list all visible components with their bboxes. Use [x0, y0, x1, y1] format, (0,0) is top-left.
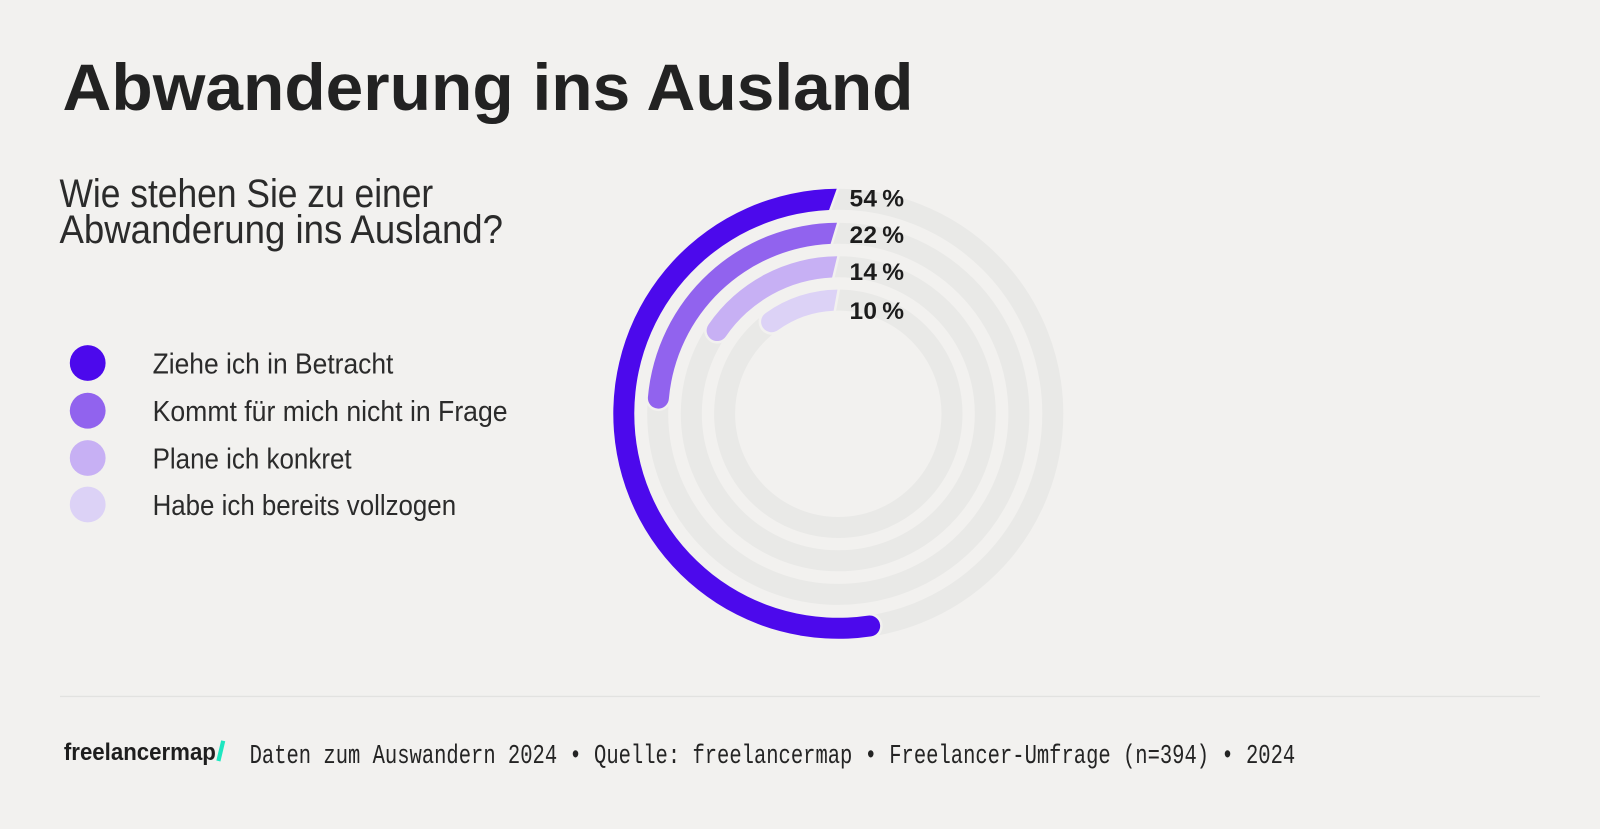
svg-text:22 %: 22 % — [850, 222, 905, 249]
svg-text:14 %: 14 % — [850, 259, 905, 286]
svg-text:Abwanderung ins Ausland?: Abwanderung ins Ausland? — [60, 208, 504, 252]
svg-text:Daten zum Auswandern 2024 • Qu: Daten zum Auswandern 2024 • Quelle: free… — [250, 742, 1296, 772]
svg-text:Wie stehen Sie zu einer: Wie stehen Sie zu einer — [60, 172, 434, 216]
svg-text:Ziehe ich in Betracht: Ziehe ich in Betracht — [153, 348, 394, 380]
svg-text:Abwanderung ins Ausland: Abwanderung ins Ausland — [63, 51, 914, 124]
svg-text:54 %: 54 % — [850, 186, 905, 213]
svg-text:Kommt für mich nicht in Frage: Kommt für mich nicht in Frage — [153, 396, 508, 428]
svg-text:Habe ich bereits vollzogen: Habe ich bereits vollzogen — [153, 490, 457, 522]
svg-text:10 %: 10 % — [850, 298, 905, 325]
svg-text:freelancermap: freelancermap — [64, 739, 216, 766]
svg-text:Plane ich konkret: Plane ich konkret — [153, 443, 352, 475]
